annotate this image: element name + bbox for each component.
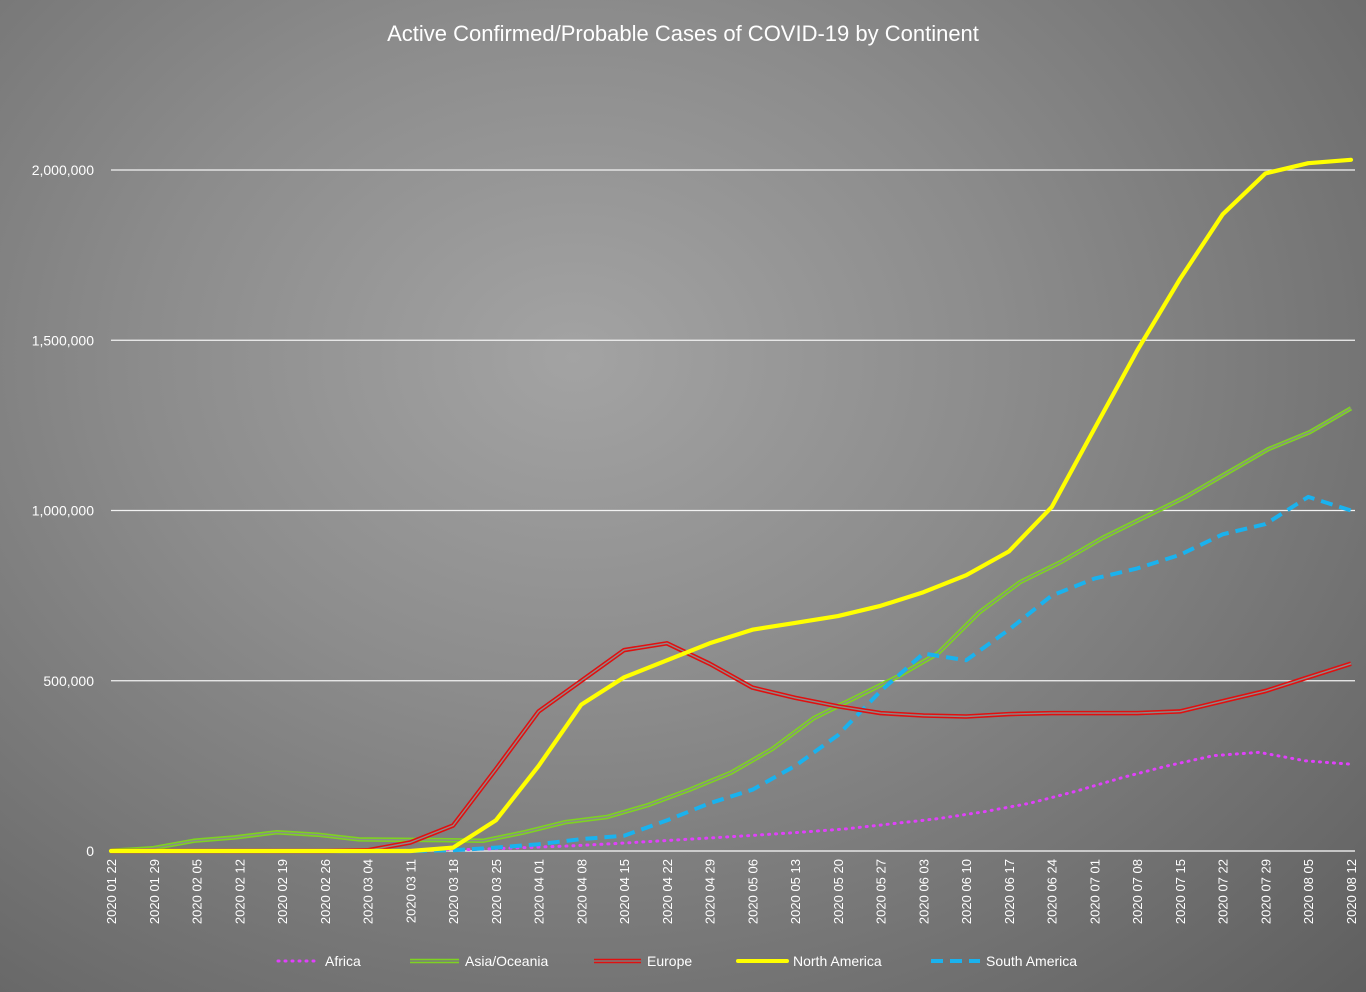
x-tick-label: 2020 08 05 bbox=[1301, 859, 1316, 924]
series-line-asia-oceania bbox=[110, 406, 1353, 854]
legend-label: Africa bbox=[325, 953, 361, 969]
y-tick-label: 1,000,000 bbox=[32, 503, 94, 519]
x-tick-label: 2020 05 13 bbox=[788, 859, 803, 924]
x-tick-label: 2020 04 08 bbox=[574, 859, 589, 924]
x-tick-label: 2020 05 06 bbox=[745, 859, 760, 924]
x-tick-label: 2020 07 08 bbox=[1130, 859, 1145, 924]
x-tick-label: 2020 03 11 bbox=[403, 859, 418, 923]
x-tick-label: 2020 07 29 bbox=[1258, 859, 1273, 924]
x-tick-label: 2020 07 22 bbox=[1216, 859, 1231, 924]
series-line-north-america bbox=[108, 157, 1354, 854]
legend-label: Asia/Oceania bbox=[465, 953, 548, 969]
x-tick-label: 2020 07 01 bbox=[1087, 859, 1102, 924]
series-europe bbox=[111, 641, 1352, 854]
series-africa bbox=[109, 750, 1353, 853]
legend-label: South America bbox=[986, 953, 1077, 969]
x-tick-label: 2020 06 24 bbox=[1045, 859, 1060, 924]
series-line-africa bbox=[109, 750, 1353, 853]
x-tick-label: 2020 06 17 bbox=[1002, 859, 1017, 924]
x-tick-label: 2020 01 29 bbox=[147, 859, 162, 924]
x-tick-label: 2020 04 29 bbox=[703, 859, 718, 924]
series-south-america bbox=[111, 494, 1352, 853]
series-north-america bbox=[108, 157, 1354, 854]
x-tick-label: 2020 02 26 bbox=[318, 859, 333, 924]
x-tick-label: 2020 02 12 bbox=[232, 859, 247, 924]
legend-item-asia-oceania: Asia/Oceania bbox=[410, 953, 548, 969]
y-tick-label: 2,000,000 bbox=[32, 162, 94, 178]
gridlines bbox=[111, 169, 1355, 852]
x-tick-label: 2020 02 19 bbox=[275, 859, 290, 924]
legend-item-africa: Africa bbox=[276, 953, 361, 969]
x-tick-label: 2020 05 20 bbox=[831, 859, 846, 924]
legend-item-europe: Europe bbox=[594, 953, 692, 969]
legend: Africa Asia/Oceania Europe North America Sou… bbox=[276, 953, 1077, 969]
y-axis-tick-labels: 0 500,000 1,000,000 1,500,000 2,000,000 bbox=[32, 162, 95, 859]
legend-item-north-america: North America bbox=[736, 953, 882, 969]
series-line-europe bbox=[111, 641, 1352, 854]
x-axis-tick-labels: 2020 01 22 2020 01 29 2020 02 05 2020 02 12… bbox=[104, 859, 1359, 924]
x-tick-label: 2020 03 25 bbox=[489, 859, 504, 924]
x-tick-label: 2020 07 15 bbox=[1173, 859, 1188, 924]
x-tick-label: 2020 06 03 bbox=[916, 859, 931, 924]
series-asia-oceania bbox=[110, 406, 1353, 854]
series-line-south-america bbox=[111, 494, 1352, 853]
x-tick-label: 2020 04 15 bbox=[617, 859, 632, 924]
x-tick-label: 2020 05 27 bbox=[874, 859, 889, 924]
y-tick-label: 0 bbox=[86, 843, 94, 859]
legend-label: North America bbox=[793, 953, 882, 969]
x-tick-label: 2020 03 04 bbox=[361, 859, 376, 924]
series-lines bbox=[108, 157, 1354, 854]
x-tick-label: 2020 08 12 bbox=[1344, 859, 1359, 924]
legend-item-south-america: South America bbox=[931, 953, 1077, 969]
x-tick-label: 2020 06 10 bbox=[959, 859, 974, 924]
y-tick-label: 1,500,000 bbox=[32, 332, 94, 348]
x-tick-label: 2020 02 05 bbox=[190, 859, 205, 924]
y-tick-label: 500,000 bbox=[43, 673, 94, 689]
series-line-inner-asia-oceania bbox=[110, 407, 1352, 852]
x-tick-label: 2020 03 18 bbox=[446, 859, 461, 924]
x-tick-label: 2020 01 22 bbox=[104, 859, 119, 924]
x-tick-label: 2020 04 22 bbox=[660, 859, 675, 924]
chart-title: Active Confirmed/Probable Cases of COVID… bbox=[387, 21, 979, 46]
x-tick-label: 2020 04 01 bbox=[532, 859, 547, 924]
legend-label: Europe bbox=[647, 953, 692, 969]
